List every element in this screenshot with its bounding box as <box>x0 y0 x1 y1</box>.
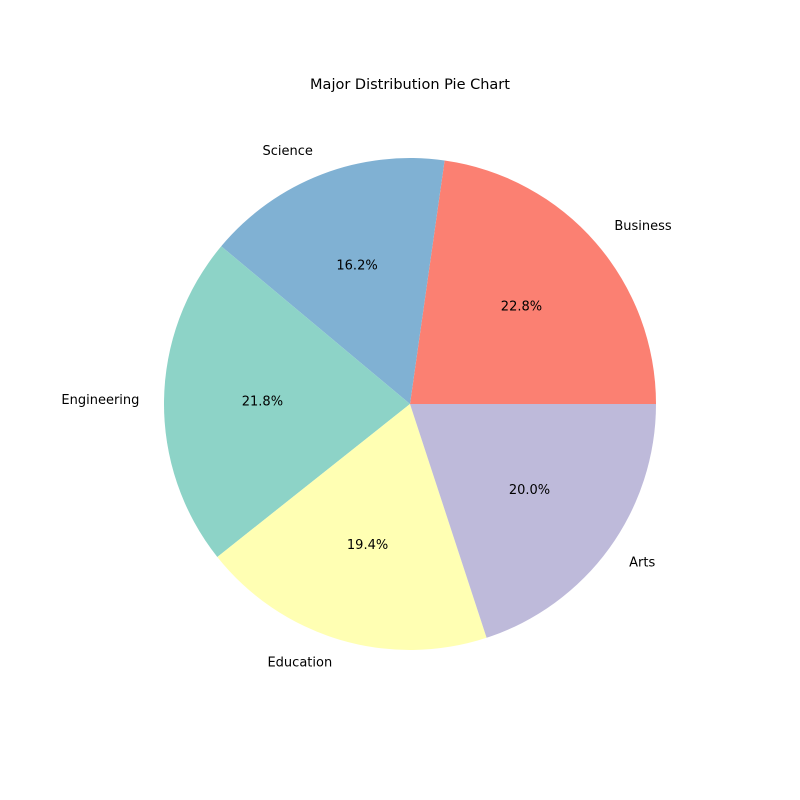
percent-label-science: 16.2% <box>336 259 377 274</box>
percent-label-arts: 20.0% <box>509 483 550 498</box>
pie-slice-business <box>410 160 656 404</box>
pie-slice-education <box>217 404 487 650</box>
pie-slice-science <box>221 158 445 404</box>
chart-title: Major Distribution Pie Chart <box>310 77 510 93</box>
percent-label-business: 22.8% <box>501 300 542 315</box>
percent-label-education: 19.4% <box>347 538 388 553</box>
pie-labels: Business 22.8% Science 16.2% Engineering 21.8… <box>61 144 671 671</box>
pie-slice-arts <box>410 404 656 638</box>
pie-slice-engineering <box>163 246 410 557</box>
percent-label-engineering: 21.8% <box>242 395 283 410</box>
slice-label-science: Science <box>263 144 313 159</box>
slice-label-arts: Arts <box>629 555 655 570</box>
slice-label-education: Education <box>267 656 332 671</box>
slice-label-engineering: Engineering <box>61 393 139 408</box>
slice-label-business: Business <box>614 219 672 234</box>
pie-slices <box>163 158 656 650</box>
